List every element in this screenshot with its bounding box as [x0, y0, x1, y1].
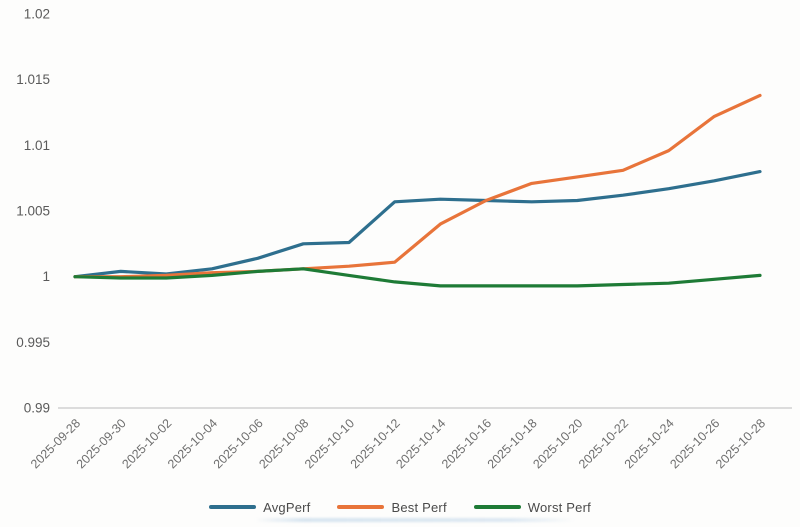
legend-item-best-perf: Best Perf [337, 499, 447, 515]
x-axis-tick-label: 2025-10-28 [713, 416, 768, 471]
y-axis-tick-label: 0.99 [24, 401, 50, 416]
bottom-artifact-strip [255, 518, 575, 522]
worst-perf-legend-label: Worst Perf [527, 499, 591, 515]
worst-perf-line [73, 267, 762, 288]
y-axis-tick-label: 1 [42, 269, 50, 284]
y-axis-tick-label: 1.02 [24, 7, 50, 22]
worst-perf-legend-swatch [473, 504, 521, 510]
y-axis-tick-label: 1.005 [16, 204, 50, 219]
y-axis-tick-label: 1.015 [16, 72, 50, 87]
avgperf-legend-label: AvgPerf [263, 499, 311, 515]
best-perf-legend-label: Best Perf [391, 499, 447, 515]
y-axis-tick-label: 0.995 [16, 335, 50, 350]
legend-item-worst-perf: Worst Perf [473, 499, 591, 515]
y-axis-tick-label: 1.01 [24, 138, 50, 153]
best-perf-legend-swatch [337, 504, 385, 510]
chart-legend: AvgPerf Best Perf Worst Perf [0, 498, 800, 516]
avgperf-legend-swatch [209, 504, 257, 510]
best-perf-line [73, 93, 762, 279]
legend-item-avgperf: AvgPerf [209, 500, 310, 515]
avgperf-line [73, 170, 762, 279]
